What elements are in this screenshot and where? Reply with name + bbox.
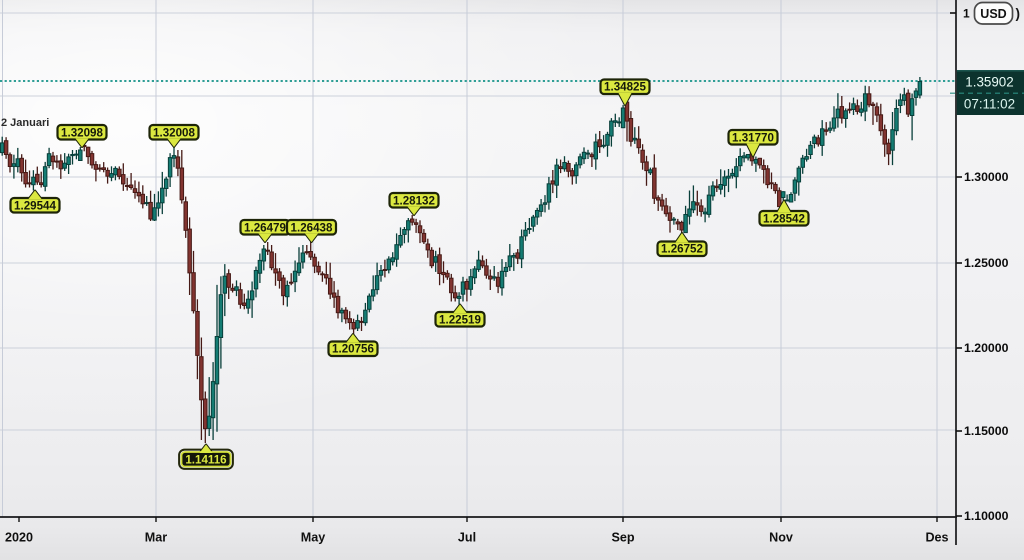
- svg-text:USD: USD: [980, 7, 1006, 21]
- svg-text:1.32008: 1.32008: [153, 126, 195, 139]
- svg-text:Mar: Mar: [145, 531, 167, 545]
- svg-text:1.32098: 1.32098: [61, 126, 103, 139]
- svg-text:May: May: [301, 531, 326, 545]
- svg-text:): ): [1016, 6, 1021, 21]
- svg-text:1.28132: 1.28132: [393, 194, 435, 207]
- svg-text:1.28542: 1.28542: [763, 212, 805, 225]
- svg-text:1.26479: 1.26479: [244, 221, 286, 234]
- svg-text:Des: Des: [925, 531, 948, 545]
- svg-text:Nov: Nov: [769, 531, 793, 545]
- svg-text:1.15000: 1.15000: [964, 424, 1009, 438]
- svg-text:1.30000: 1.30000: [964, 170, 1009, 184]
- svg-text:1.25000: 1.25000: [964, 256, 1009, 270]
- svg-text:1.10000: 1.10000: [964, 509, 1009, 523]
- svg-text:1.26438: 1.26438: [291, 221, 333, 234]
- svg-text:1.22519: 1.22519: [439, 313, 481, 326]
- svg-text:1.29544: 1.29544: [14, 199, 56, 212]
- svg-text:2020: 2020: [5, 531, 33, 545]
- svg-text:1.20000: 1.20000: [964, 341, 1009, 355]
- svg-text:1.26752: 1.26752: [661, 243, 703, 256]
- svg-text:1.31770: 1.31770: [732, 131, 774, 144]
- svg-text:07:11:02: 07:11:02: [964, 97, 1015, 112]
- svg-text:1.34825: 1.34825: [604, 81, 646, 94]
- svg-text:Sep: Sep: [611, 531, 634, 545]
- svg-text:1.35902: 1.35902: [965, 75, 1013, 90]
- svg-text:Jul: Jul: [458, 531, 476, 545]
- svg-text:1.20756: 1.20756: [332, 343, 374, 356]
- svg-text:1: 1: [963, 7, 970, 21]
- svg-text:1.14116: 1.14116: [185, 453, 227, 466]
- svg-text:2 Januari: 2 Januari: [1, 117, 49, 129]
